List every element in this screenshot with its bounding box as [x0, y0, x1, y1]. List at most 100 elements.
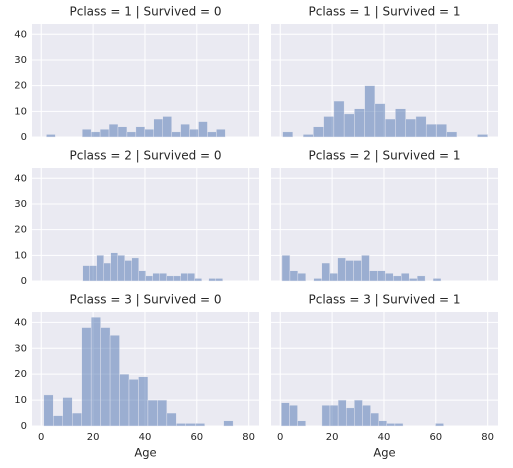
x-tick-label: 40 — [378, 432, 391, 443]
bar — [289, 405, 298, 427]
y-tick-label: 10 — [14, 106, 27, 117]
bar — [145, 275, 153, 282]
bar — [53, 415, 63, 427]
bar — [362, 405, 371, 427]
y-tick-label: 20 — [14, 225, 27, 236]
x-tick-label: 80 — [242, 432, 255, 443]
bar — [329, 273, 338, 282]
bar — [198, 121, 208, 138]
bar — [138, 270, 146, 282]
bar — [138, 376, 149, 427]
x-tick-label: 60 — [429, 432, 442, 443]
y-tick-label: 40 — [14, 173, 27, 184]
panel-title: Pclass = 2 | Survived = 1 — [308, 149, 460, 163]
y-tick-label: 30 — [14, 55, 27, 66]
y-tick-label: 40 — [14, 317, 27, 328]
bar — [346, 407, 355, 427]
plot-background — [271, 312, 498, 426]
bar — [119, 373, 130, 427]
plot-background — [32, 24, 259, 137]
bar — [321, 405, 331, 427]
bar — [171, 131, 181, 138]
x-tick-label: 0 — [277, 432, 283, 443]
bar — [173, 275, 181, 282]
bar — [185, 423, 196, 427]
bar — [415, 116, 427, 138]
bar — [131, 257, 139, 282]
bar — [135, 126, 146, 138]
bar — [378, 420, 388, 427]
x-axis-label: Age — [134, 446, 156, 460]
bar — [435, 423, 444, 427]
bar — [323, 116, 335, 138]
bar — [369, 270, 378, 282]
bar — [329, 405, 339, 427]
x-tick-label: 40 — [139, 432, 152, 443]
bar — [166, 275, 174, 282]
bar — [432, 278, 442, 282]
bar — [405, 118, 417, 138]
x-tick-label: 0 — [38, 432, 44, 443]
bar — [89, 265, 97, 282]
bar — [361, 255, 370, 282]
bar — [394, 423, 404, 427]
bar — [215, 278, 223, 282]
bar — [195, 423, 205, 427]
bar — [370, 412, 379, 427]
bar — [364, 85, 376, 138]
bar — [354, 108, 365, 138]
bar — [281, 255, 291, 282]
bar — [117, 126, 128, 138]
y-tick-label: 10 — [14, 395, 27, 406]
bar — [180, 123, 190, 138]
bar — [124, 260, 132, 282]
bar — [109, 335, 120, 427]
x-axis-label: Age — [373, 446, 395, 460]
bar — [157, 399, 168, 427]
bar — [393, 275, 402, 282]
y-tick-label: 0 — [21, 132, 27, 143]
bar — [297, 420, 306, 427]
bar — [147, 399, 158, 427]
y-tick-label: 10 — [14, 250, 27, 261]
bar — [386, 423, 396, 427]
bar — [216, 129, 226, 138]
bar — [100, 327, 111, 427]
bar — [166, 412, 177, 427]
y-tick-label: 20 — [14, 369, 27, 380]
bar — [353, 260, 362, 282]
x-tick-label: 80 — [481, 432, 494, 443]
bar — [108, 123, 119, 138]
bar — [223, 420, 234, 427]
bar — [99, 129, 110, 138]
bar — [282, 131, 294, 138]
bar — [343, 113, 355, 138]
x-tick-label: 20 — [326, 432, 339, 443]
bar — [377, 270, 386, 282]
bar — [72, 412, 82, 427]
bar — [354, 399, 363, 427]
x-tick-label: 60 — [190, 432, 203, 443]
bar — [281, 402, 290, 427]
bar — [159, 273, 167, 282]
bar — [43, 394, 54, 427]
bar — [81, 327, 92, 427]
bar — [477, 134, 488, 138]
bar — [384, 118, 396, 138]
bar — [297, 273, 307, 282]
bar — [126, 131, 137, 138]
plot-background — [271, 168, 498, 281]
y-tick-label: 0 — [21, 421, 27, 432]
bar — [321, 262, 330, 282]
y-tick-label: 40 — [14, 29, 27, 40]
bar — [337, 399, 347, 427]
bar — [144, 129, 154, 138]
bar — [408, 278, 418, 282]
bar — [385, 273, 394, 282]
bar — [194, 278, 202, 282]
bar — [103, 262, 111, 282]
panel-title: Pclass = 2 | Survived = 0 — [69, 149, 221, 163]
bar — [189, 129, 199, 138]
bar — [180, 273, 188, 282]
